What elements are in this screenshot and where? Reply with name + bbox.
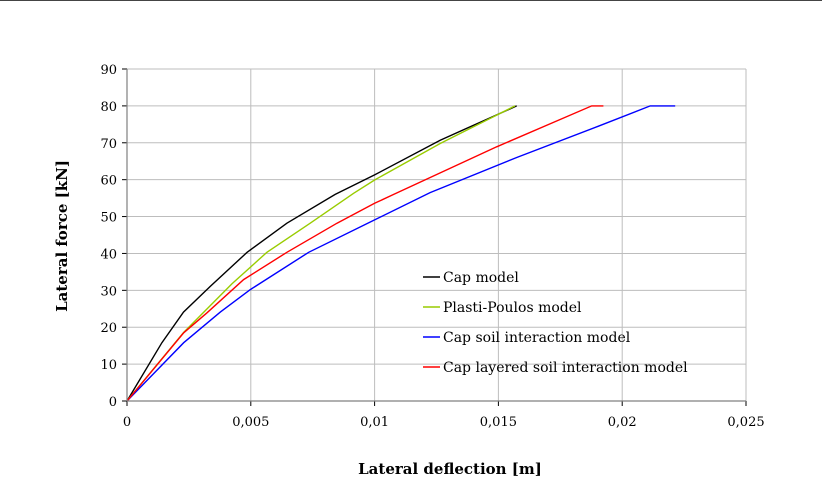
y-tick-label: 90	[100, 63, 117, 78]
y-tick-label: 20	[100, 321, 117, 336]
x-tick-label: 0,015	[480, 415, 517, 430]
series-line-1	[126, 105, 516, 402]
y-tick-label: 0	[109, 395, 117, 410]
x-tick-label: 0,025	[727, 415, 764, 430]
x-tick-label: 0,01	[360, 415, 389, 430]
y-tick-label: 10	[100, 358, 117, 373]
legend-label-1: Plasti-Poulos model	[443, 300, 582, 316]
series-line-0	[126, 105, 517, 402]
x-tick-label: 0	[123, 415, 131, 430]
legend-label-0: Cap model	[443, 270, 519, 286]
legend: Cap model Plasti-Poulos model Cap soil int…	[423, 270, 688, 376]
x-tick-label: 0,005	[232, 415, 269, 430]
legend-label-2: Cap soil interaction model	[443, 330, 631, 346]
y-tick-label: 70	[100, 137, 117, 152]
x-tick-label: 0,02	[608, 415, 637, 430]
y-axis-label: Lateral force [kN]	[53, 160, 71, 312]
y-tick-label: 80	[100, 100, 117, 115]
y-tick-label: 30	[100, 284, 117, 299]
x-axis-label: Lateral deflection [m]	[358, 460, 542, 478]
y-tick-label: 40	[100, 247, 117, 262]
legend-label-3: Cap layered soil interaction model	[443, 360, 688, 376]
page-top-rule	[0, 0, 822, 1]
y-tick-label: 60	[100, 174, 117, 189]
y-tick-label: 50	[100, 211, 117, 226]
series-line-3	[126, 105, 604, 402]
series-line-2	[126, 105, 676, 402]
